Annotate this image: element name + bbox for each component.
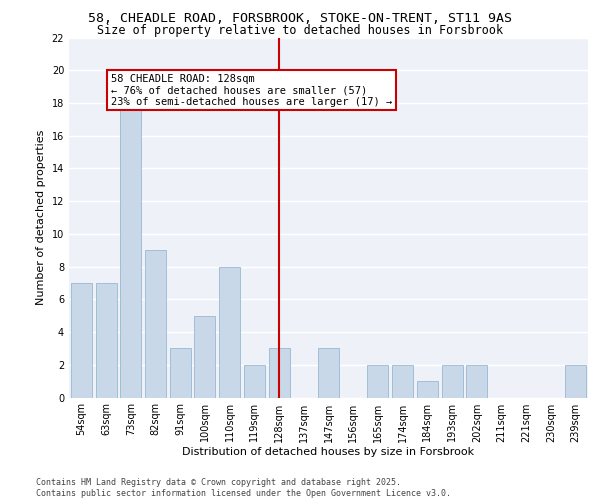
X-axis label: Distribution of detached houses by size in Forsbrook: Distribution of detached houses by size … xyxy=(182,448,475,458)
Bar xyxy=(269,348,290,398)
Bar xyxy=(244,365,265,398)
Bar xyxy=(170,348,191,398)
Text: 58, CHEADLE ROAD, FORSBROOK, STOKE-ON-TRENT, ST11 9AS: 58, CHEADLE ROAD, FORSBROOK, STOKE-ON-TR… xyxy=(88,12,512,26)
Bar xyxy=(318,348,339,398)
Bar xyxy=(565,365,586,398)
Bar xyxy=(442,365,463,398)
Bar xyxy=(194,316,215,398)
Text: Contains HM Land Registry data © Crown copyright and database right 2025.
Contai: Contains HM Land Registry data © Crown c… xyxy=(36,478,451,498)
Bar xyxy=(219,266,240,398)
Bar xyxy=(120,103,141,398)
Bar xyxy=(95,283,116,398)
Text: 58 CHEADLE ROAD: 128sqm
← 76% of detached houses are smaller (57)
23% of semi-de: 58 CHEADLE ROAD: 128sqm ← 76% of detache… xyxy=(111,74,392,106)
Bar xyxy=(466,365,487,398)
Text: Size of property relative to detached houses in Forsbrook: Size of property relative to detached ho… xyxy=(97,24,503,37)
Bar xyxy=(417,381,438,398)
Bar xyxy=(392,365,413,398)
Bar xyxy=(367,365,388,398)
Bar xyxy=(145,250,166,398)
Bar xyxy=(71,283,92,398)
Y-axis label: Number of detached properties: Number of detached properties xyxy=(36,130,46,305)
